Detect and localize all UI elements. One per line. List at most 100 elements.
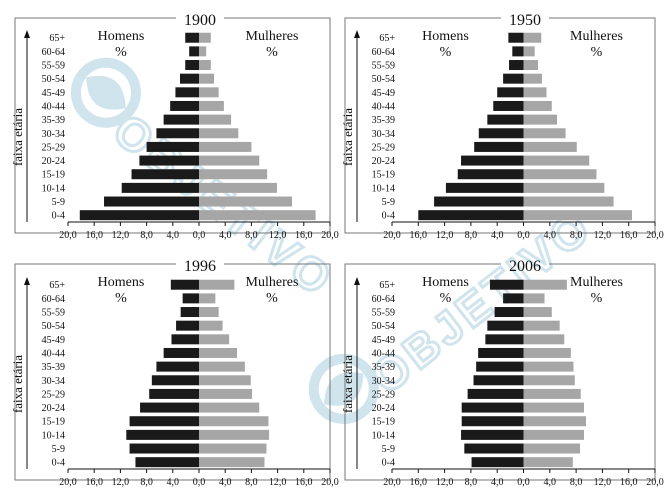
watermark-ring bbox=[308, 353, 379, 424]
bar-women-30-34 bbox=[199, 128, 239, 139]
bar-women-10-14 bbox=[523, 182, 605, 193]
x-tick-label: 20,0 bbox=[646, 230, 664, 241]
bar-men-0-4 bbox=[471, 457, 524, 468]
category-label: 35-39 bbox=[372, 115, 395, 126]
bar-women-5-9 bbox=[199, 196, 293, 207]
x-tick-label: 12,0 bbox=[436, 477, 454, 488]
bar-women-45-49 bbox=[199, 334, 230, 345]
bar-women-35-39 bbox=[199, 361, 245, 372]
bar-women-40-44 bbox=[199, 347, 237, 358]
panel-frame bbox=[344, 263, 656, 481]
chart-title: 1900 bbox=[184, 12, 216, 29]
x-tick-label: 4,0 bbox=[544, 477, 557, 488]
bar-women-15-19 bbox=[523, 416, 586, 427]
bar-men-65+ bbox=[508, 32, 524, 43]
category-label: 45-49 bbox=[372, 335, 395, 346]
x-tick-label: 16,0 bbox=[295, 477, 313, 488]
chart-title: 1996 bbox=[184, 258, 216, 275]
x-tick-label: 4,0 bbox=[219, 230, 232, 241]
bar-men-30-34 bbox=[478, 128, 524, 139]
men-unit-label: % bbox=[115, 45, 127, 60]
category-label: 60-64 bbox=[42, 47, 65, 58]
x-tick-label: 0,0 bbox=[517, 230, 530, 241]
bar-men-50-54 bbox=[176, 320, 199, 331]
x-tick-label: 8,0 bbox=[245, 477, 258, 488]
men-unit-label: % bbox=[115, 291, 127, 306]
bar-men-55-59 bbox=[180, 307, 199, 318]
bar-women-65+ bbox=[199, 279, 235, 290]
bar-men-40-44 bbox=[170, 100, 199, 111]
category-label: 55-59 bbox=[42, 308, 65, 319]
category-label: 65+ bbox=[379, 33, 395, 44]
bar-women-10-14 bbox=[199, 429, 270, 440]
bar-women-30-34 bbox=[523, 128, 566, 139]
bar-women-10-14 bbox=[199, 182, 277, 193]
category-label: 0-4 bbox=[52, 211, 65, 222]
category-label: 5-9 bbox=[52, 197, 65, 208]
category-label: 25-29 bbox=[42, 142, 65, 153]
bar-men-25-29 bbox=[474, 141, 524, 152]
x-tick-label: 12,0 bbox=[269, 230, 287, 241]
bar-women-50-54 bbox=[199, 73, 215, 84]
women-label: Mulheres bbox=[246, 29, 299, 44]
women-unit-label: % bbox=[591, 45, 603, 60]
watermark-ring bbox=[70, 57, 141, 128]
category-label: 15-19 bbox=[42, 417, 65, 428]
x-tick-label: 20,0 bbox=[321, 230, 339, 241]
bar-women-55-59 bbox=[523, 60, 538, 71]
bar-men-60-64 bbox=[189, 46, 199, 57]
bar-men-35-39 bbox=[156, 361, 199, 372]
category-label: 10-14 bbox=[372, 183, 395, 194]
bar-women-5-9 bbox=[523, 196, 614, 207]
women-label: Mulheres bbox=[570, 275, 623, 290]
bar-men-65+ bbox=[170, 279, 199, 290]
bar-women-20-24 bbox=[199, 155, 260, 166]
bar-women-50-54 bbox=[199, 320, 223, 331]
bar-women-65+ bbox=[523, 279, 567, 290]
x-tick-label: 12,0 bbox=[269, 477, 287, 488]
y-axis-label: faixa etária bbox=[10, 108, 25, 166]
x-tick-label: 20,0 bbox=[383, 230, 401, 241]
y-axis-arrow bbox=[24, 277, 30, 285]
bar-women-50-54 bbox=[523, 73, 542, 84]
x-tick-label: 20,0 bbox=[59, 477, 77, 488]
category-label: 20-24 bbox=[42, 156, 65, 167]
bar-men-45-49 bbox=[175, 87, 199, 98]
x-tick-label: 16,0 bbox=[620, 477, 638, 488]
bar-women-15-19 bbox=[523, 169, 597, 180]
watermark-eye bbox=[86, 75, 126, 110]
bar-women-20-24 bbox=[523, 402, 584, 413]
bar-women-60-64 bbox=[523, 293, 545, 304]
panel-frame bbox=[344, 17, 656, 234]
category-label: 35-39 bbox=[42, 115, 65, 126]
x-tick-label: 20,0 bbox=[383, 477, 401, 488]
x-tick-label: 20,0 bbox=[59, 230, 77, 241]
y-axis-arrow bbox=[354, 277, 360, 285]
x-tick-label: 4,0 bbox=[544, 230, 557, 241]
bar-men-5-9 bbox=[434, 196, 524, 207]
x-tick-label: 4,0 bbox=[167, 230, 180, 241]
x-tick-label: 16,0 bbox=[85, 230, 103, 241]
bar-women-0-4 bbox=[523, 457, 573, 468]
y-axis-arrow bbox=[354, 30, 360, 38]
bar-women-0-4 bbox=[199, 457, 265, 468]
bar-men-15-19 bbox=[457, 169, 524, 180]
bar-women-35-39 bbox=[523, 361, 574, 372]
y-axis-label: faixa etária bbox=[340, 108, 355, 166]
category-label: 50-54 bbox=[42, 321, 65, 332]
x-tick-label: 4,0 bbox=[167, 477, 180, 488]
bar-women-40-44 bbox=[199, 100, 224, 111]
bar-men-35-39 bbox=[163, 114, 199, 125]
category-label: 45-49 bbox=[42, 88, 65, 99]
bar-men-40-44 bbox=[493, 100, 524, 111]
category-label: 55-59 bbox=[372, 308, 395, 319]
bar-men-50-54 bbox=[503, 73, 524, 84]
bar-men-15-19 bbox=[461, 416, 524, 427]
bar-women-15-19 bbox=[199, 169, 268, 180]
bar-men-65+ bbox=[185, 32, 199, 43]
watermark-eye bbox=[324, 372, 364, 406]
bar-women-45-49 bbox=[199, 87, 219, 98]
men-unit-label: % bbox=[440, 291, 452, 306]
